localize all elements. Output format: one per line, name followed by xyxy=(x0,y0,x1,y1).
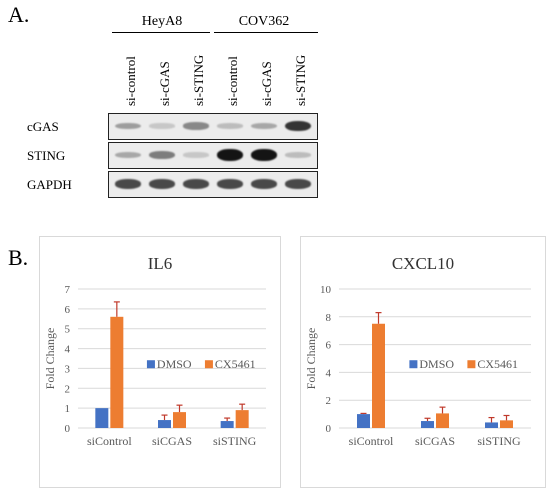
blot-band xyxy=(285,152,311,158)
blot-strip xyxy=(108,113,318,140)
bar-dmso xyxy=(220,421,234,428)
y-tick-label: 2 xyxy=(326,395,332,407)
blot-band xyxy=(285,120,311,132)
y-axis-label: Fold Change xyxy=(43,328,57,390)
bar-dmso xyxy=(158,420,171,428)
panel-b-letter: B. xyxy=(8,245,29,270)
blot-band xyxy=(149,151,175,159)
x-category-label: siSTING xyxy=(477,434,521,448)
chart-frame-cxcl10: CXCL10 0 2 4 6 8 10 Fold Change siControl siCGAS s… xyxy=(300,236,546,488)
blot-band xyxy=(285,179,311,189)
bar-cx5461 xyxy=(110,316,124,428)
bar-cx5461 xyxy=(436,413,449,428)
group-label-cov362: COV362 xyxy=(238,14,290,29)
y-axis-label: Fold Change xyxy=(304,328,318,390)
blot-row-label: GAPDH xyxy=(27,177,72,192)
blot-strip xyxy=(108,171,318,198)
blot-band xyxy=(115,179,141,189)
blot-band xyxy=(217,149,243,161)
lane-label: si-control xyxy=(123,56,138,106)
legend-label: CX5461 xyxy=(215,357,256,371)
y-tick-label: 2 xyxy=(65,383,71,395)
blot-band xyxy=(149,123,175,129)
legend-swatch xyxy=(146,360,155,369)
lane-label: si-STING xyxy=(293,54,308,106)
lane-label: si-cGAS xyxy=(157,61,172,106)
legend-swatch xyxy=(204,360,213,369)
legend-label: DMSO xyxy=(419,357,454,371)
bar-dmso xyxy=(421,421,434,428)
blot-row-label: cGAS xyxy=(27,119,59,134)
blot-band xyxy=(115,122,141,130)
y-tick-label: 6 xyxy=(65,304,71,316)
y-tick-label: 10 xyxy=(320,284,332,296)
bar-cx5461 xyxy=(500,420,513,428)
blot-strip xyxy=(108,142,318,169)
y-tick-label: 5 xyxy=(65,324,71,336)
x-category-label: siControl xyxy=(349,434,394,448)
blot-band xyxy=(217,179,243,189)
bar-dmso xyxy=(95,408,109,428)
group-line-cov362 xyxy=(214,32,318,33)
blot-band xyxy=(251,122,277,130)
bar-cx5461 xyxy=(173,412,186,428)
y-tick-label: 7 xyxy=(65,284,71,296)
bar-dmso xyxy=(357,414,370,428)
blot-band xyxy=(251,179,277,189)
y-tick-label: 6 xyxy=(326,340,332,352)
legend-label: DMSO xyxy=(157,357,192,371)
legend-swatch xyxy=(409,360,418,369)
lane-label: si-control xyxy=(225,56,240,106)
panel-a-letter: A. xyxy=(8,2,30,27)
blot-band xyxy=(183,152,209,158)
x-category-label: siControl xyxy=(87,434,132,448)
y-tick-label: 4 xyxy=(326,367,332,379)
chart-title: IL6 xyxy=(148,254,173,273)
chart-title: CXCL10 xyxy=(392,254,454,273)
lane-label: si-cGAS xyxy=(259,61,274,106)
legend-swatch xyxy=(467,360,476,369)
blot-band xyxy=(149,179,175,189)
group-label-heya8: HeyA8 xyxy=(141,14,183,29)
blot-row-label: STING xyxy=(27,148,66,163)
group-line-heya8 xyxy=(112,32,210,33)
bar-cx5461 xyxy=(372,323,385,428)
blot-band xyxy=(183,122,209,130)
x-category-label: siCGAS xyxy=(415,434,455,448)
y-tick-label: 0 xyxy=(65,423,71,435)
blot-band xyxy=(115,151,141,159)
x-category-label: siCGAS xyxy=(152,434,192,448)
y-tick-label: 0 xyxy=(326,423,332,435)
legend-label: CX5461 xyxy=(477,357,518,371)
lane-label: si-STING xyxy=(191,54,206,106)
chart-frame-il6: IL6 0 1 2 3 4 5 6 7 Fold Change siControl siCGAS siS… xyxy=(39,236,281,488)
chart-il6: IL6 0 1 2 3 4 5 6 7 Fold Change siControl siCGAS siS… xyxy=(43,254,266,448)
blot-band xyxy=(183,179,209,189)
y-tick-label: 3 xyxy=(65,363,71,375)
y-tick-label: 4 xyxy=(65,344,71,356)
blot-band xyxy=(251,149,277,161)
y-tick-label: 8 xyxy=(326,312,332,324)
bar-cx5461 xyxy=(235,410,249,428)
x-category-label: siSTING xyxy=(213,434,257,448)
chart-cxcl10: CXCL10 0 2 4 6 8 10 Fold Change siControl siCGAS s… xyxy=(304,254,531,448)
bar-dmso xyxy=(485,422,498,428)
blot-band xyxy=(217,123,243,129)
y-tick-label: 1 xyxy=(65,403,71,415)
